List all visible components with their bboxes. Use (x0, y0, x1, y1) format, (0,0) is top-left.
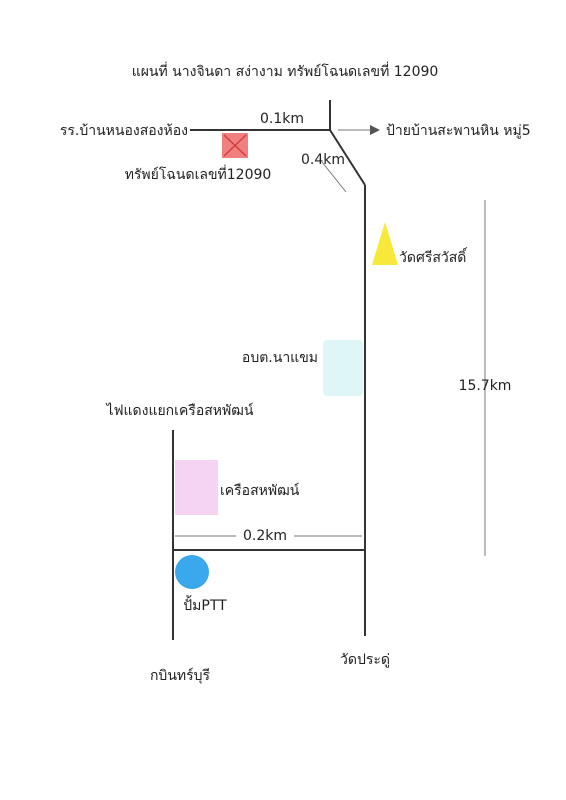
arrow-head (370, 125, 380, 135)
place-label: รร.บ้านหนองสองห้อง (60, 123, 188, 139)
road (329, 129, 366, 186)
distance-label: 15.7km (459, 378, 512, 394)
place-label: วัดศรีสวัสดิ์ (399, 247, 468, 266)
place-label: ทรัพย์โฉนดเลขที่12090 (125, 165, 272, 183)
place-label: เครือสหพัฒน์ (220, 482, 300, 499)
place-label: ปั้มPTT (183, 595, 227, 614)
place-label: วัดประดู่ (340, 652, 390, 668)
distance-label: 0.1km (260, 111, 304, 127)
distance-label: 0.4km (301, 152, 345, 168)
gas-station-marker (175, 555, 209, 589)
place-label: ป้ายบ้านสะพานหิน หมู่5 (386, 123, 531, 139)
map-title: แผนที่ นางจินดา สง่างาม ทรัพย์โฉนดเลขที่… (132, 62, 439, 80)
place-label: กบินทร์บุรี (150, 667, 211, 684)
place-label: อบต.นาแขม (242, 350, 318, 366)
distance-label: 0.2km (243, 528, 287, 544)
company-marker (175, 460, 218, 515)
office-marker (323, 340, 363, 396)
temple-marker (372, 222, 398, 265)
distance-leader (321, 161, 347, 193)
place-label: ไฟแดงแยกเครือสหพัฒน์ (106, 402, 254, 419)
property-marker (223, 134, 247, 157)
